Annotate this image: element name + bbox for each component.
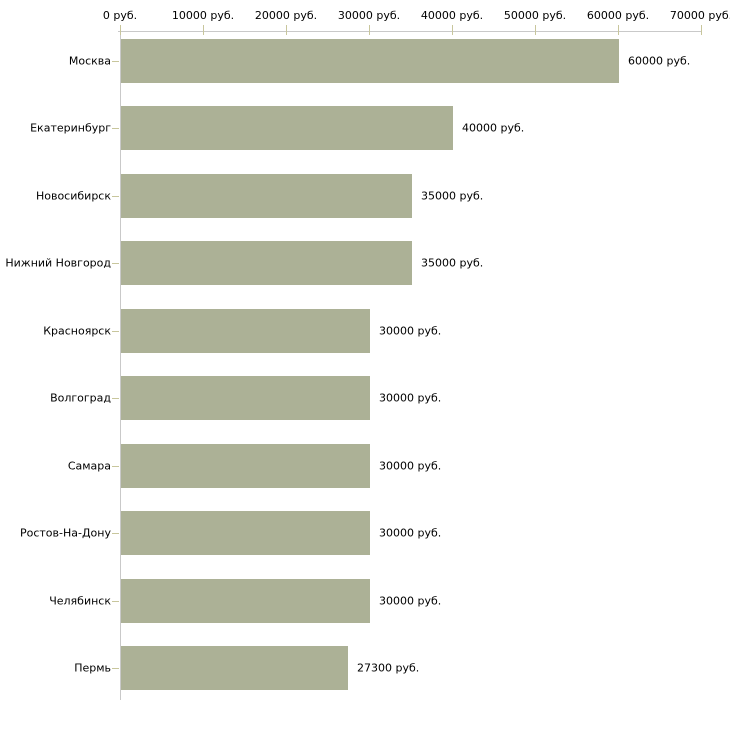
x-tick-mark	[286, 25, 287, 35]
value-label: 27300 руб.	[357, 661, 420, 675]
category-label: Пермь	[74, 661, 111, 675]
y-tick-mark	[112, 668, 119, 669]
x-tick-label: 10000 руб.	[171, 9, 235, 22]
y-tick-mark	[112, 466, 119, 467]
y-tick-mark	[112, 196, 119, 197]
value-label: 30000 руб.	[379, 324, 442, 338]
value-label: 30000 руб.	[379, 526, 442, 540]
bar	[121, 241, 412, 285]
x-tick-label: 40000 руб.	[420, 9, 484, 22]
x-tick-mark	[120, 25, 121, 35]
bar	[121, 39, 619, 83]
value-label: 30000 руб.	[379, 594, 442, 608]
bar	[121, 376, 370, 420]
category-label: Красноярск	[43, 324, 111, 338]
y-tick-mark	[112, 601, 119, 602]
x-tick-mark	[452, 25, 453, 35]
value-label: 35000 руб.	[421, 256, 484, 270]
value-label: 60000 руб.	[628, 54, 691, 68]
x-tick-mark	[369, 25, 370, 35]
y-tick-mark	[112, 61, 119, 62]
y-tick-mark	[112, 331, 119, 332]
category-label: Ростов-На-Дону	[19, 526, 111, 540]
x-tick-mark	[203, 25, 204, 35]
y-tick-mark	[112, 128, 119, 129]
x-tick-mark	[535, 25, 536, 35]
x-tick-mark	[701, 25, 702, 35]
x-tick-label: 50000 руб.	[503, 9, 567, 22]
bar	[121, 309, 370, 353]
category-label: Самара	[67, 459, 111, 473]
bar	[121, 511, 370, 555]
value-label: 35000 руб.	[421, 189, 484, 203]
category-label: Нижний Новгород	[5, 256, 111, 270]
x-tick-label: 70000 руб.	[669, 9, 730, 22]
bar	[121, 579, 370, 623]
bar	[121, 106, 453, 150]
bar	[121, 646, 348, 690]
bar	[121, 444, 370, 488]
x-axis-line	[118, 31, 702, 32]
category-label: Москва	[68, 54, 111, 68]
y-tick-mark	[112, 263, 119, 264]
y-tick-mark	[112, 533, 119, 534]
x-tick-label: 20000 руб.	[254, 9, 318, 22]
bar	[121, 174, 412, 218]
category-label: Волгоград	[50, 391, 111, 405]
x-tick-label: 30000 руб.	[337, 9, 401, 22]
y-axis-line	[120, 31, 121, 700]
category-label: Новосибирск	[35, 189, 111, 203]
value-label: 40000 руб.	[462, 121, 525, 135]
category-label: Челябинск	[49, 594, 111, 608]
x-tick-mark	[618, 25, 619, 35]
x-tick-label: 0 руб.	[102, 9, 138, 22]
value-label: 30000 руб.	[379, 391, 442, 405]
category-label: Екатеринбург	[30, 121, 111, 135]
value-label: 30000 руб.	[379, 459, 442, 473]
x-tick-label: 60000 руб.	[586, 9, 650, 22]
y-tick-mark	[112, 398, 119, 399]
